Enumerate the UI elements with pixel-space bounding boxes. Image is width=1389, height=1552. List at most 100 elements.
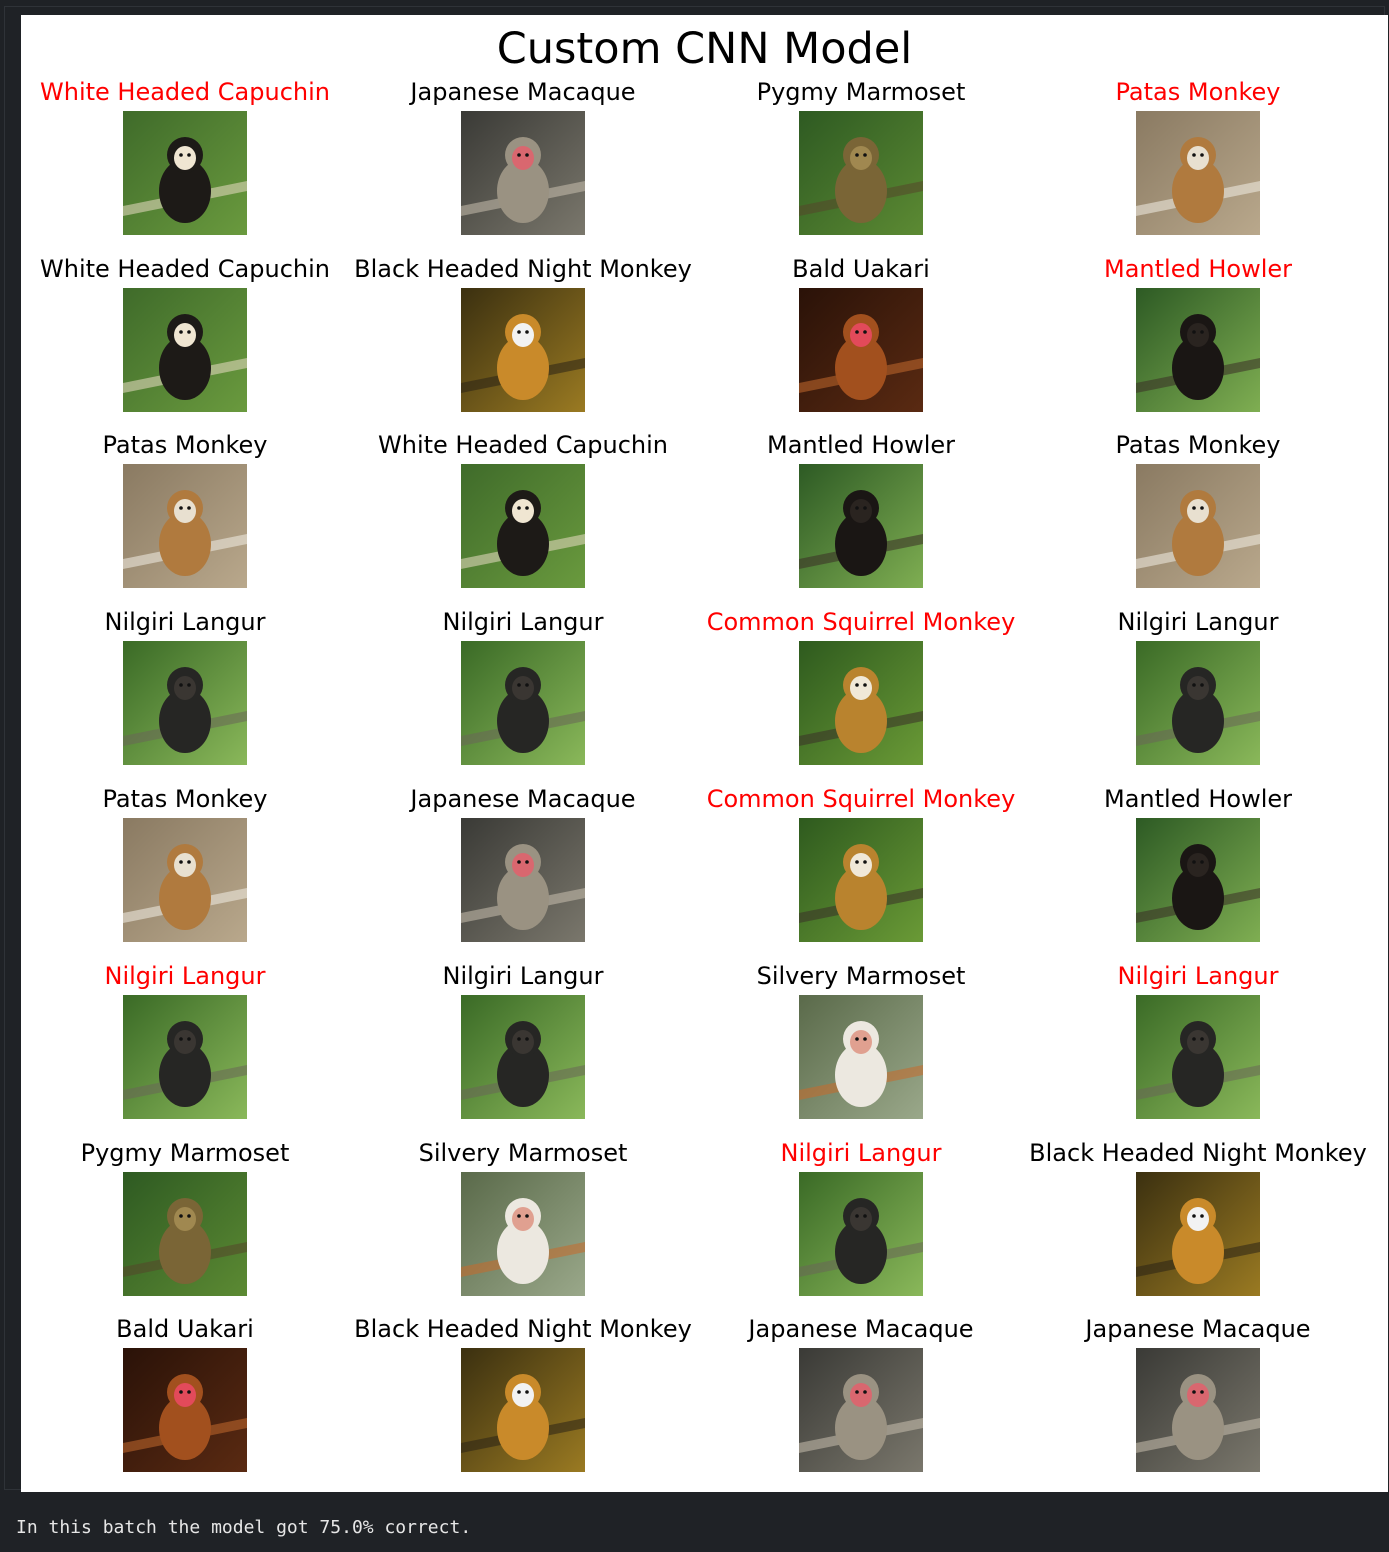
prediction-cell: Nilgiri Langur [15, 961, 355, 1131]
prediction-cell: Black Headed Night Monkey [1028, 1138, 1368, 1308]
prediction-label: Black Headed Night Monkey [1029, 1139, 1367, 1167]
figure-output-frame: Custom CNN Model White Headed Capuchin Ja… [4, 6, 1388, 1492]
mantled-howler-photo [1136, 818, 1260, 942]
prediction-label: Pygmy Marmoset [80, 1139, 290, 1167]
nilgiri-langur-photo [461, 995, 585, 1119]
common-squirrel-monkey-photo [799, 641, 923, 765]
prediction-label: Japanese Macaque [748, 1315, 974, 1343]
prediction-cell: Nilgiri Langur [15, 607, 355, 777]
prediction-label: Common Squirrel Monkey [706, 608, 1016, 636]
prediction-label: Japanese Macaque [1085, 1315, 1311, 1343]
patas-monkey-photo [123, 818, 247, 942]
prediction-cell: Pygmy Marmoset [15, 1138, 355, 1308]
prediction-cell: Common Squirrel Monkey [691, 784, 1031, 954]
prediction-label: Mantled Howler [767, 431, 955, 459]
prediction-label: Pygmy Marmoset [756, 78, 966, 106]
prediction-cell: Bald Uakari [691, 254, 1031, 424]
prediction-cell: Nilgiri Langur [1028, 961, 1368, 1131]
prediction-cell: Mantled Howler [1028, 254, 1368, 424]
prediction-label: Nilgiri Langur [1117, 962, 1279, 990]
figure-title: Custom CNN Model [496, 24, 913, 74]
nilgiri-langur-photo [123, 641, 247, 765]
prediction-cell: Nilgiri Langur [353, 607, 693, 777]
nilgiri-langur-photo [461, 641, 585, 765]
prediction-figure: Custom CNN Model White Headed Capuchin Ja… [21, 15, 1388, 1492]
prediction-cell: Nilgiri Langur [1028, 607, 1368, 777]
prediction-cell: Nilgiri Langur [353, 961, 693, 1131]
prediction-cell: White Headed Capuchin [15, 254, 355, 424]
prediction-cell: Pygmy Marmoset [691, 77, 1031, 247]
bald-uakari-photo [799, 288, 923, 412]
prediction-cell: Patas Monkey [1028, 77, 1368, 247]
prediction-cell: Japanese Macaque [353, 784, 693, 954]
prediction-cell: Common Squirrel Monkey [691, 607, 1031, 777]
japanese-macaque-photo [799, 1348, 923, 1472]
prediction-label: Common Squirrel Monkey [706, 785, 1016, 813]
prediction-label: Black Headed Night Monkey [354, 255, 692, 283]
prediction-label: Mantled Howler [1104, 785, 1292, 813]
patas-monkey-photo [1136, 464, 1260, 588]
prediction-label: White Headed Capuchin [40, 78, 330, 106]
silvery-marmoset-photo [461, 1172, 585, 1296]
japanese-macaque-photo [461, 818, 585, 942]
prediction-label: Japanese Macaque [410, 78, 636, 106]
prediction-label: Silvery Marmoset [756, 962, 966, 990]
prediction-label: Patas Monkey [1115, 78, 1281, 106]
prediction-label: Mantled Howler [1104, 255, 1292, 283]
nilgiri-langur-photo [799, 1172, 923, 1296]
prediction-label: Patas Monkey [102, 431, 268, 459]
prediction-label: Bald Uakari [792, 255, 930, 283]
prediction-cell: Bald Uakari [15, 1314, 355, 1484]
nilgiri-langur-photo [123, 995, 247, 1119]
prediction-cell: Black Headed Night Monkey [353, 1314, 693, 1484]
prediction-label: Nilgiri Langur [442, 608, 604, 636]
white-headed-capuchin-photo [123, 288, 247, 412]
prediction-label: Nilgiri Langur [104, 608, 266, 636]
prediction-label: Japanese Macaque [410, 785, 636, 813]
prediction-cell: Nilgiri Langur [691, 1138, 1031, 1308]
prediction-cell: White Headed Capuchin [15, 77, 355, 247]
prediction-cell: Silvery Marmoset [353, 1138, 693, 1308]
nilgiri-langur-photo [1136, 995, 1260, 1119]
mantled-howler-photo [1136, 288, 1260, 412]
white-headed-capuchin-photo [461, 464, 585, 588]
prediction-label: White Headed Capuchin [378, 431, 668, 459]
prediction-label: Nilgiri Langur [1117, 608, 1279, 636]
prediction-label: Patas Monkey [102, 785, 268, 813]
prediction-label: Nilgiri Langur [780, 1139, 942, 1167]
white-headed-capuchin-photo [123, 111, 247, 235]
pygmy-marmoset-photo [799, 111, 923, 235]
japanese-macaque-photo [461, 111, 585, 235]
prediction-cell: Black Headed Night Monkey [353, 254, 693, 424]
pygmy-marmoset-photo [123, 1172, 247, 1296]
prediction-cell: Patas Monkey [15, 430, 355, 600]
bald-uakari-photo [123, 1348, 247, 1472]
prediction-label: Nilgiri Langur [442, 962, 604, 990]
prediction-cell: Japanese Macaque [691, 1314, 1031, 1484]
prediction-label: Silvery Marmoset [418, 1139, 628, 1167]
nilgiri-langur-photo [1136, 641, 1260, 765]
prediction-label: White Headed Capuchin [40, 255, 330, 283]
japanese-macaque-photo [1136, 1348, 1260, 1472]
prediction-label: Black Headed Night Monkey [354, 1315, 692, 1343]
prediction-cell: Patas Monkey [15, 784, 355, 954]
prediction-cell: Japanese Macaque [1028, 1314, 1368, 1484]
common-squirrel-monkey-photo [799, 818, 923, 942]
patas-monkey-photo [1136, 111, 1260, 235]
black-headed-night-monkey-photo [461, 288, 585, 412]
prediction-label: Bald Uakari [116, 1315, 254, 1343]
black-headed-night-monkey-photo [461, 1348, 585, 1472]
mantled-howler-photo [799, 464, 923, 588]
prediction-cell: Silvery Marmoset [691, 961, 1031, 1131]
prediction-label: Nilgiri Langur [104, 962, 266, 990]
prediction-cell: Mantled Howler [691, 430, 1031, 600]
prediction-cell: Patas Monkey [1028, 430, 1368, 600]
prediction-cell: Mantled Howler [1028, 784, 1368, 954]
silvery-marmoset-photo [799, 995, 923, 1119]
accuracy-output-text: In this batch the model got 75.0% correc… [16, 1517, 472, 1538]
patas-monkey-photo [123, 464, 247, 588]
black-headed-night-monkey-photo [1136, 1172, 1260, 1296]
prediction-cell: White Headed Capuchin [353, 430, 693, 600]
prediction-cell: Japanese Macaque [353, 77, 693, 247]
